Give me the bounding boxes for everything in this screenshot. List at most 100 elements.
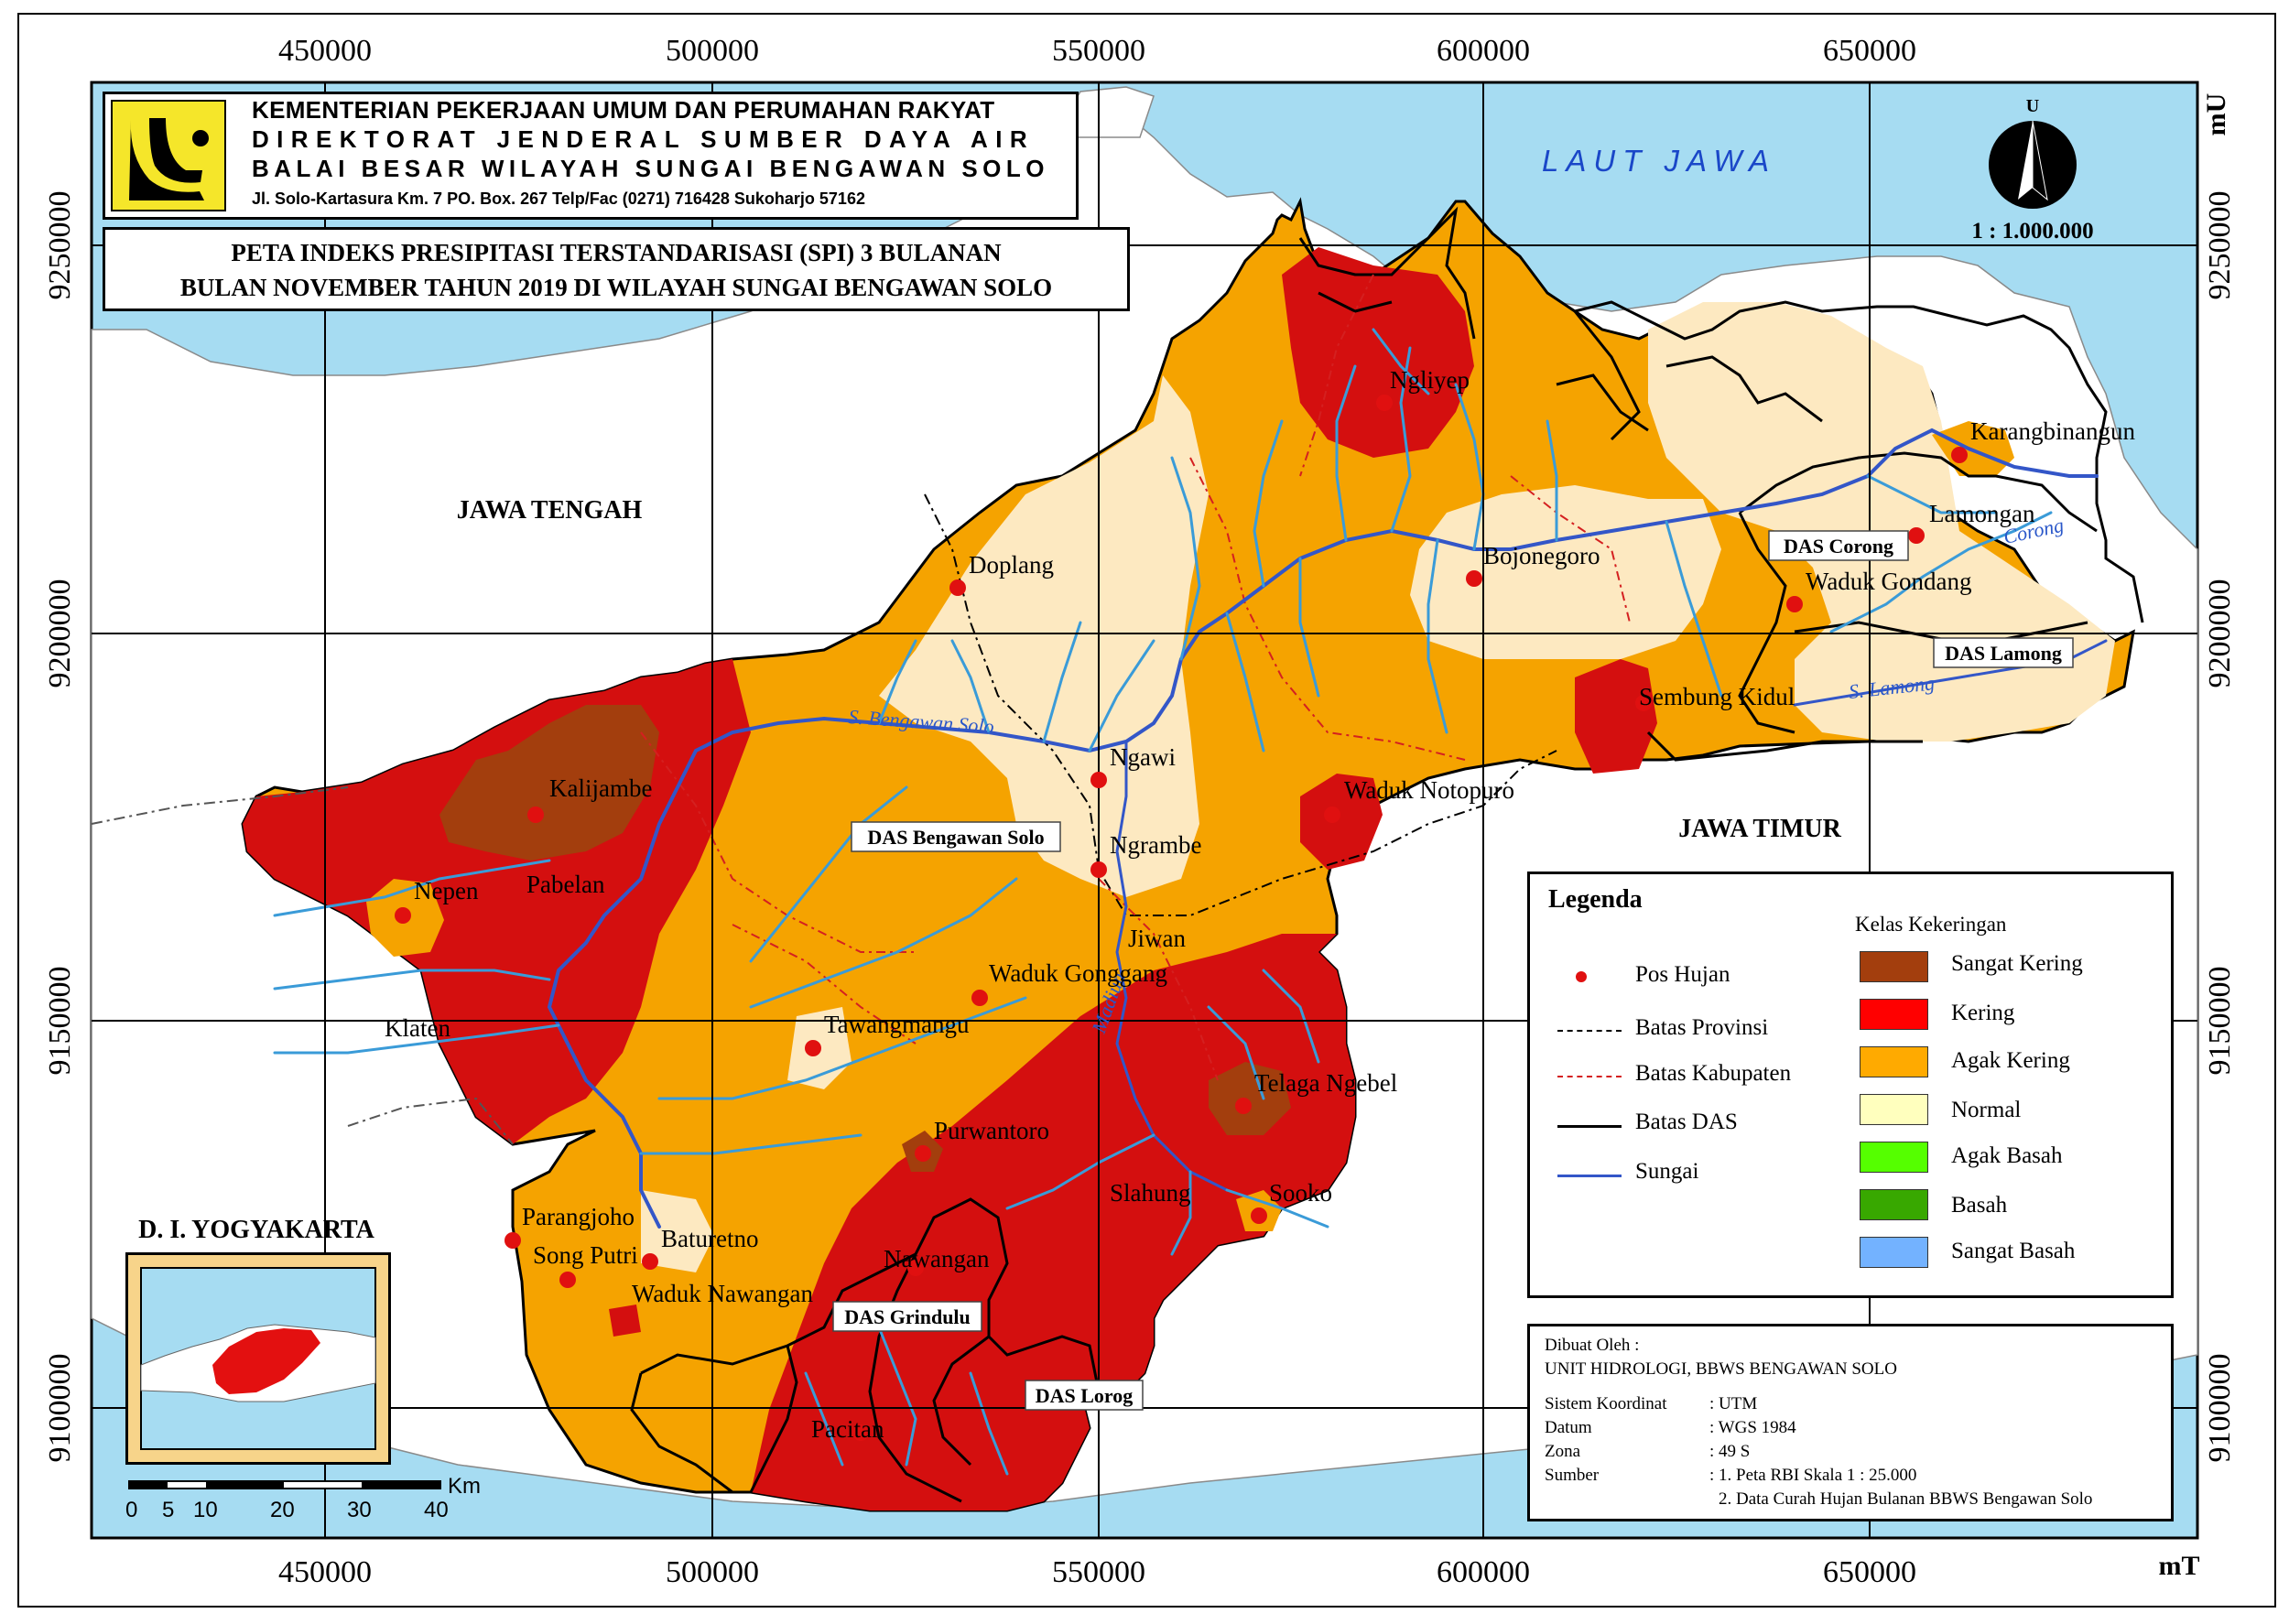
station-parangjoho[interactable] [504,1232,521,1249]
y-tick-right: 9100000 [2203,1354,2237,1463]
legend-sungai-symbol [1557,1175,1622,1177]
scale-tick-0: 0 [125,1498,138,1522]
station-label: Ngliyep [1390,366,1470,394]
scale-tick-30: 30 [347,1498,372,1522]
admin-boundaries [91,274,1631,1145]
station-ngawi[interactable] [1090,772,1107,788]
info-value: : 1. Peta RBI Skala 1 : 25.000 [1709,1466,1917,1485]
swatch-agak-basah [1860,1142,1928,1173]
station-label: Nepen [414,877,479,904]
station-lamongan[interactable] [1908,527,1925,544]
station-label: Purwantoro [934,1117,1049,1144]
rain-stations [395,395,1968,1441]
x-tick-top: 500000 [666,34,759,68]
station-ngliyep[interactable] [1376,395,1393,411]
station-label: Song Putri [533,1241,638,1269]
legend-class-title: Kelas Kekeringan [1855,913,2007,936]
info-key: Zona [1545,1442,1581,1461]
station-nepen[interactable] [395,907,411,924]
inset-map [125,1252,391,1465]
das-label-lamong: DAS Lamong [1945,642,2062,665]
swatch-basah [1860,1189,1928,1220]
das-label-bengawan-solo: DAS Bengawan Solo [867,826,1044,849]
legend-batas-provinsi-symbol [1557,1030,1622,1032]
legend-class-label: Sangat Kering [1951,951,2083,976]
station-ngrambe[interactable] [1090,861,1107,878]
station-waduk-notopuro[interactable] [1324,807,1340,823]
title-line2: BULAN NOVEMBER TAHUN 2019 DI WILAYAH SUN… [179,274,1053,301]
header-box: KEMENTERIAN PEKERJAAN UMUM DAN PERUMAHAN… [103,92,1079,220]
station-label: Parangjoho [522,1203,635,1230]
station-label: Karangbinangun [1970,417,2135,445]
info-value: : UTM [1709,1394,1758,1413]
legend-class-label: Agak Kering [1951,1048,2070,1073]
station-waduk-gondang[interactable] [1786,596,1803,612]
station-kalijambe[interactable] [527,807,544,823]
legend-pos-hujan: Pos Hujan [1635,962,1730,987]
station-label: Lamongan [1929,500,2035,527]
scale-text: 1 : 1.000.000 [1971,219,2093,244]
info-made-by: UNIT HIDROLOGI, BBWS BENGAWAN SOLO [1545,1359,1897,1379]
station-song-putri[interactable] [559,1272,576,1288]
inset-map-svg [140,1267,376,1450]
station-sooko[interactable] [1251,1207,1267,1224]
legend-class-label: Normal [1951,1098,2022,1122]
station-tawangmangu[interactable] [805,1040,821,1056]
zone-kering-notopuro [1300,774,1383,870]
scale-tick-5: 5 [162,1498,175,1522]
station-waduk-gonggang[interactable] [971,990,988,1006]
station-baturetno[interactable] [642,1253,658,1270]
info-key: Sistem Koordinat [1545,1394,1667,1413]
station-label: Pacitan [811,1415,884,1443]
x-axis-top: 450000 500000 550000 600000 650000 [278,34,1916,68]
header-line1: KEMENTERIAN PEKERJAAN UMUM DAN PERUMAHAN… [252,96,995,124]
station-pacitan[interactable] [852,1424,869,1441]
scale-bar: 0 5 10 20 30 40 Km [125,1474,492,1525]
y-axis-right: 9250000 9200000 9150000 9100000 [2203,191,2237,1463]
legend-class-label: Sangat Basah [1951,1239,2076,1263]
station-karangbinangun[interactable] [1951,447,1968,463]
y-tick-left: 9250000 [43,191,77,300]
station-label: Pabelan [526,871,605,898]
station-doplang[interactable] [949,579,966,596]
station-label: Kalijambe [549,774,652,802]
north-arrow: U 1 : 1.000.000 [1971,96,2093,244]
y-axis-left: 9250000 9200000 9150000 9100000 [43,191,77,1463]
legend-title: Legenda [1548,885,1643,914]
y-tick-left: 9100000 [43,1354,77,1463]
y-unit-label: mU [2201,93,2231,136]
pu-logo [111,100,226,211]
swatch-kering [1860,999,1928,1030]
info-value: : 49 S [1709,1442,1751,1461]
y-tick-right: 9150000 [2203,967,2237,1076]
station-sembung-kidul[interactable] [1635,695,1652,711]
zone-normal-2 [1410,485,1721,659]
station-nawangan[interactable] [907,1260,924,1276]
swatch-agak-kering [1860,1046,1928,1077]
info-key: Datum [1545,1418,1592,1437]
station-purwantoro[interactable] [915,1145,931,1162]
station-label: Ngrambe [1110,831,1201,859]
swatch-sangat-basah [1860,1237,1928,1268]
das-labels: DAS Corong DAS Lamong DAS Bengawan Solo … [832,530,2074,1411]
legend-class-label: Kering [1951,1001,2015,1025]
x-tick-top: 550000 [1052,34,1145,68]
station-label: Waduk Gonggang [989,959,1167,987]
scale-bar-graphic [128,1480,441,1489]
das-label-lorog: DAS Lorog [1036,1384,1134,1407]
swatch-sangat-kering [1860,951,1928,982]
station-bojonegoro[interactable] [1466,570,1482,587]
legend-batas-provinsi: Batas Provinsi [1635,1015,1769,1040]
station-label: Waduk Notopuro [1344,776,1514,804]
sea-label: LAUT JAWA [1542,144,1776,178]
info-made-by-label: Dibuat Oleh : [1545,1336,1640,1355]
zone-kering-sembung [1575,659,1657,774]
station-label: Doplang [969,551,1054,579]
station-label: Waduk Nawangan [632,1280,814,1307]
info-value: 2. Data Curah Hujan Bulanan BBWS Bengawa… [1719,1489,2093,1509]
title-box: PETA INDEKS PRESIPITASI TERSTANDARISASI … [103,227,1130,311]
north-label: U [2026,96,2039,116]
station-telaga-ngebel[interactable] [1235,1098,1252,1114]
zone-kering-south [751,934,1355,1510]
zone-normal-3 [1648,302,2115,742]
